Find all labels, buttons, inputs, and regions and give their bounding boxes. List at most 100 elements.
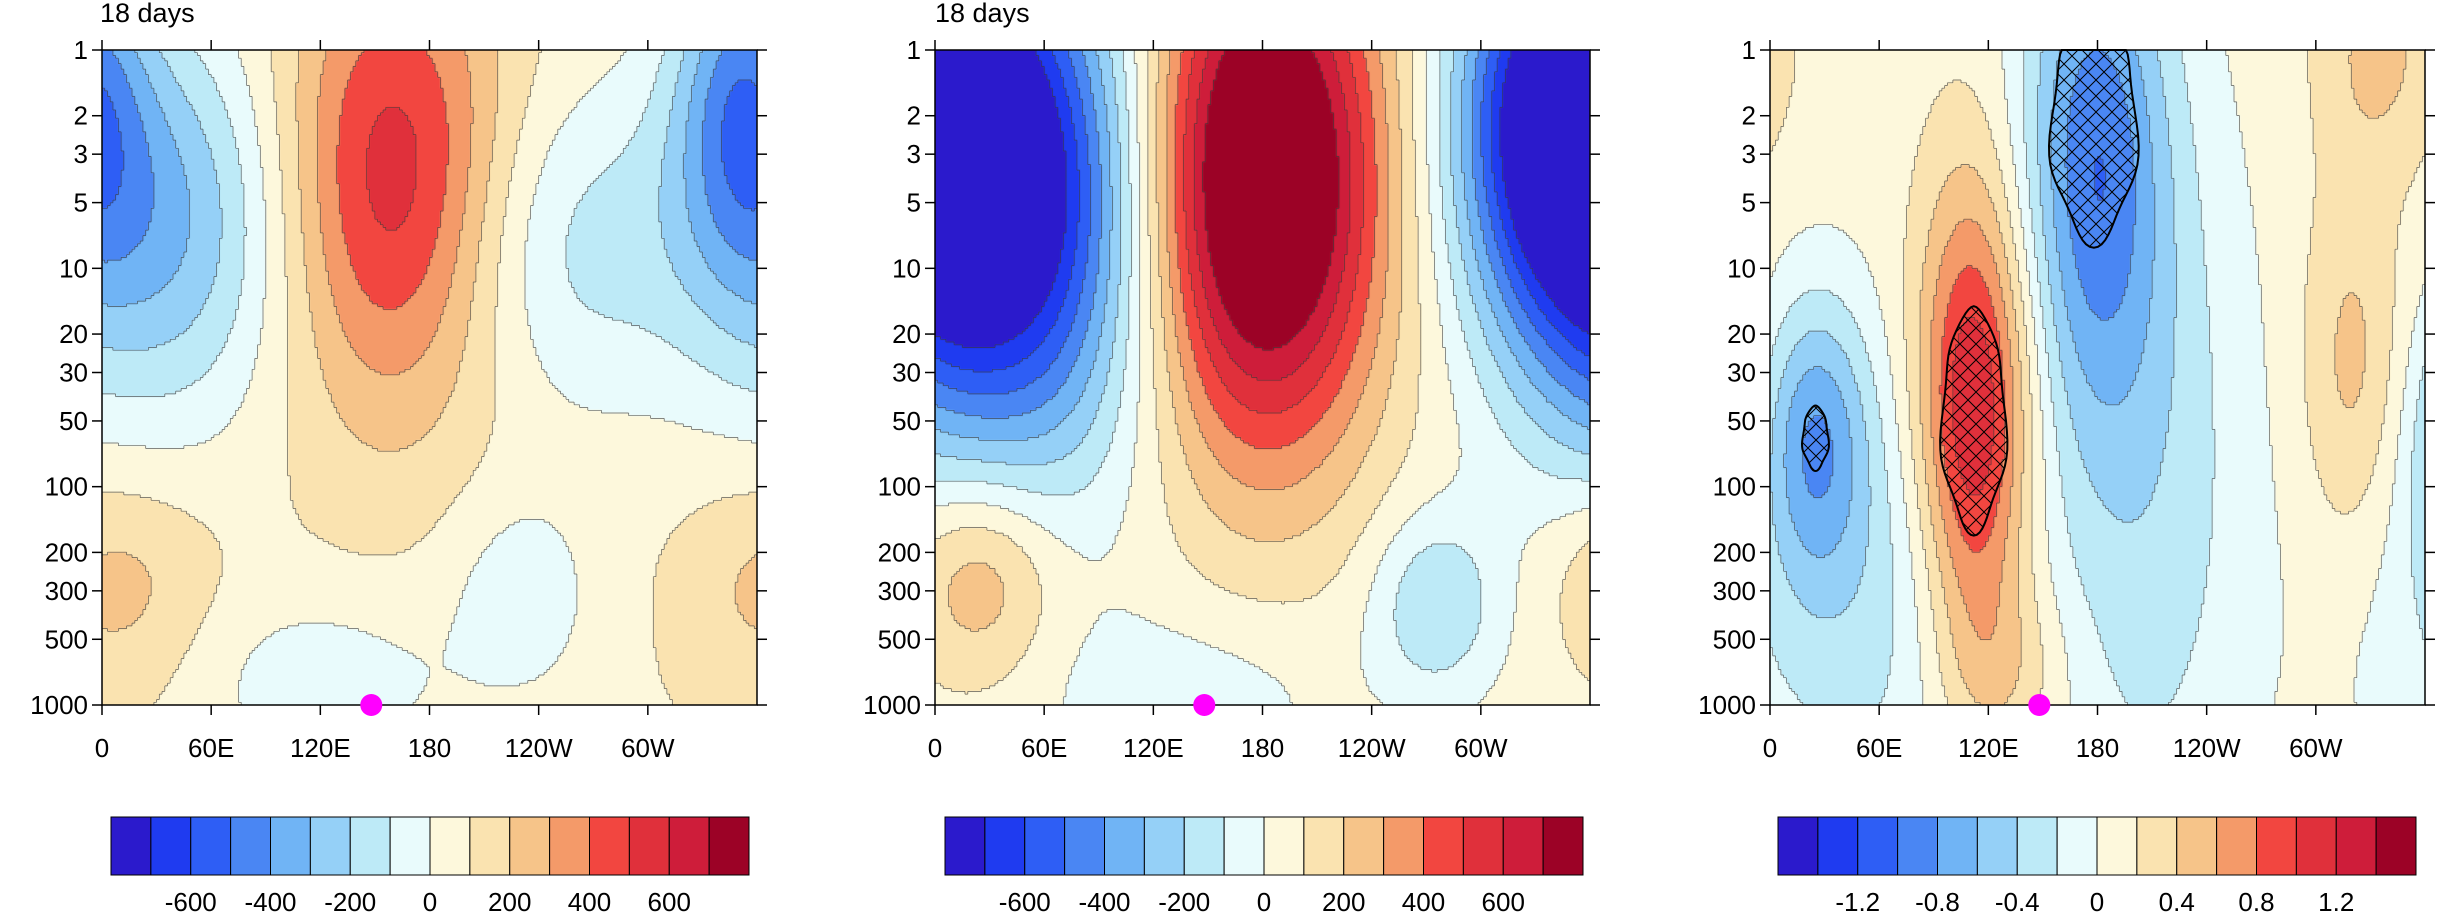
panel-2-x-tick-label: 0: [928, 733, 942, 763]
panel-3-y-tick-label: 30: [1727, 358, 1756, 388]
panel-3-colorbar-label: -0.8: [1915, 887, 1960, 917]
panel-1-y-tick-label: 30: [59, 358, 88, 388]
panel-3-y-tick-label: 200: [1713, 537, 1756, 567]
panel-2-x-tick-label: 60E: [1021, 733, 1067, 763]
panel-2-colorbar-box: [1502, 816, 1544, 876]
panel-3-colorbar-box: [2056, 816, 2098, 876]
panel-1-colorbar-box: [509, 816, 551, 876]
panel-1-colorbar-box: [668, 816, 710, 876]
panel-3-colorbar-box: [2096, 816, 2138, 876]
panel-3-colorbar-box: [2016, 816, 2058, 876]
panel-1-colorbar-box: [190, 816, 232, 876]
panel-2-colorbar-box: [1263, 816, 1305, 876]
panel-1-x-tick-label: 60W: [621, 733, 675, 763]
panel-3-contour-lines: [1770, 50, 2425, 705]
panel-3-y-tick-label: 100: [1713, 472, 1756, 502]
panel-2-colorbar-box: [1104, 816, 1145, 876]
panel-2-x-tick-label: 60W: [1454, 733, 1508, 763]
panel-2-y-tick-label: 500: [878, 624, 921, 654]
panel-1-y-tick-label: 3: [74, 139, 88, 169]
panel-3-colorbar-label: 1.2: [2318, 887, 2354, 917]
panel-3-hatched-region-1: [1939, 305, 2009, 537]
panel-2-x-tick-label: 180: [1241, 733, 1284, 763]
panel-2-y-tick-label: 1000: [863, 690, 921, 720]
panel-2-colorbar-box: [1143, 816, 1185, 876]
panel-3-y-tick-label: 500: [1713, 624, 1756, 654]
panel-3-x-tick-label: 0: [1763, 733, 1777, 763]
panel-1-colorbar-box: [349, 816, 391, 876]
panel-3-y-tick-label: 50: [1727, 406, 1756, 436]
panel-2-y-tick-label: 100: [878, 472, 921, 502]
panel-1-y-tick-label: 50: [59, 406, 88, 436]
panel-2-colorbar-box: [944, 816, 986, 876]
panel-2-colorbar-box: [1024, 816, 1066, 876]
panel-3-colorbar-box: [1857, 816, 1899, 876]
panel-2-y-tick-label: 1: [907, 35, 921, 65]
panel-3-x-tick-label: 120E: [1958, 733, 2019, 763]
panel-2-colorbar-box: [1223, 816, 1265, 876]
panel-3-y-tick-label: 1000: [1698, 690, 1756, 720]
panel-3-hatched-region-3: [1800, 404, 1830, 473]
panel-3-colorbar-box: [2375, 816, 2417, 876]
panel-1-colorbar-label: -200: [324, 887, 376, 917]
panel-1-y-tick-label: 5: [74, 188, 88, 218]
panel-2-colorbar-box: [984, 816, 1026, 876]
panel-2-colorbar-box: [1183, 816, 1225, 876]
panel-2-colorbar-label: 400: [1402, 887, 1445, 917]
panel-1-x-tick-label: 120E: [290, 733, 351, 763]
panel-2-x-tick-label: 120E: [1123, 733, 1184, 763]
panel-2-y-tick-label: 20: [892, 319, 921, 349]
panel-3-colorbar-label: 0.4: [2159, 887, 2195, 917]
panel-3-y-tick-label: 2: [1742, 101, 1756, 131]
panel-3-colorbar-box: [2335, 816, 2377, 876]
panel-3-y-tick-label: 5: [1742, 188, 1756, 218]
panel-1-y-tick-label: 20: [59, 319, 88, 349]
panel-3-x-tick-label: 60E: [1856, 733, 1902, 763]
panel-1-colorbar-box: [150, 816, 192, 876]
panel-3-colorbar-box: [1976, 816, 2018, 876]
panel-3-y-tick-label: 300: [1713, 576, 1756, 606]
panel-1-colorbar-box: [110, 816, 152, 876]
panel-3-colorbar-box: [2136, 816, 2178, 876]
panel-1-y-tick-label: 100: [45, 472, 88, 502]
panel-3-x-tick-label: 60W: [2289, 733, 2343, 763]
panel-3-colorbar-box: [1817, 816, 1859, 876]
panel-2-y-tick-label: 50: [892, 406, 921, 436]
panel-1-location-marker: [360, 694, 383, 716]
panel-1-y-tick-label: 300: [45, 576, 88, 606]
panel-2-x-tick-label: 120W: [1338, 733, 1406, 763]
panel-1-title: 18 days: [100, 0, 195, 28]
panel-1-colorbar-box: [389, 816, 431, 876]
panel-2-colorbar-label: 600: [1482, 887, 1525, 917]
panel-3-colorbar-box: [2295, 816, 2337, 876]
panel-1-colorbar-label: -600: [165, 887, 217, 917]
panel-2-y-tick-label: 2: [907, 101, 921, 131]
panel-3-x-tick-label: 180: [2076, 733, 2119, 763]
panel-2-colorbar-box: [1303, 816, 1345, 876]
panel-2-colorbar-box: [1423, 816, 1464, 876]
panel-1-x-tick-label: 180: [408, 733, 451, 763]
panel-1-colorbar-label: 400: [568, 887, 611, 917]
panel-1-colorbar-box: [628, 816, 670, 876]
panel-2-colorbar-label: -200: [1158, 887, 1210, 917]
panel-3-colorbar-box: [1897, 816, 1938, 876]
panel-3-colorbar-label: 0.8: [2238, 887, 2274, 917]
panel-2-contour-lines: [935, 50, 1590, 705]
panel-1-x-tick-label: 60E: [188, 733, 234, 763]
panel-2-colorbar-box: [1343, 816, 1385, 876]
panel-2-y-tick-label: 5: [907, 188, 921, 218]
panel-3-colorbar-box: [2216, 816, 2257, 876]
panel-3-y-tick-label: 20: [1727, 319, 1756, 349]
panel-2-colorbar-label: 200: [1322, 887, 1365, 917]
panel-1-y-tick-label: 10: [59, 253, 88, 283]
panel-1-y-tick-label: 1: [74, 35, 88, 65]
panel-3-colorbar-label: -1.2: [1835, 887, 1880, 917]
panel-1-colorbar-label: -400: [244, 887, 296, 917]
panel-1: 18 days 0 60E 120E 180 120W 60W 1 2 3 5 10 20 30 50 10…: [30, 0, 767, 917]
panel-2-title: 18 days: [935, 0, 1030, 28]
panel-2-y-tick-label: 10: [892, 253, 921, 283]
panel-2-colorbar-label: -400: [1078, 887, 1130, 917]
panel-3-colorbar-box: [2256, 816, 2297, 876]
panel-1-colorbar-box: [589, 816, 630, 876]
